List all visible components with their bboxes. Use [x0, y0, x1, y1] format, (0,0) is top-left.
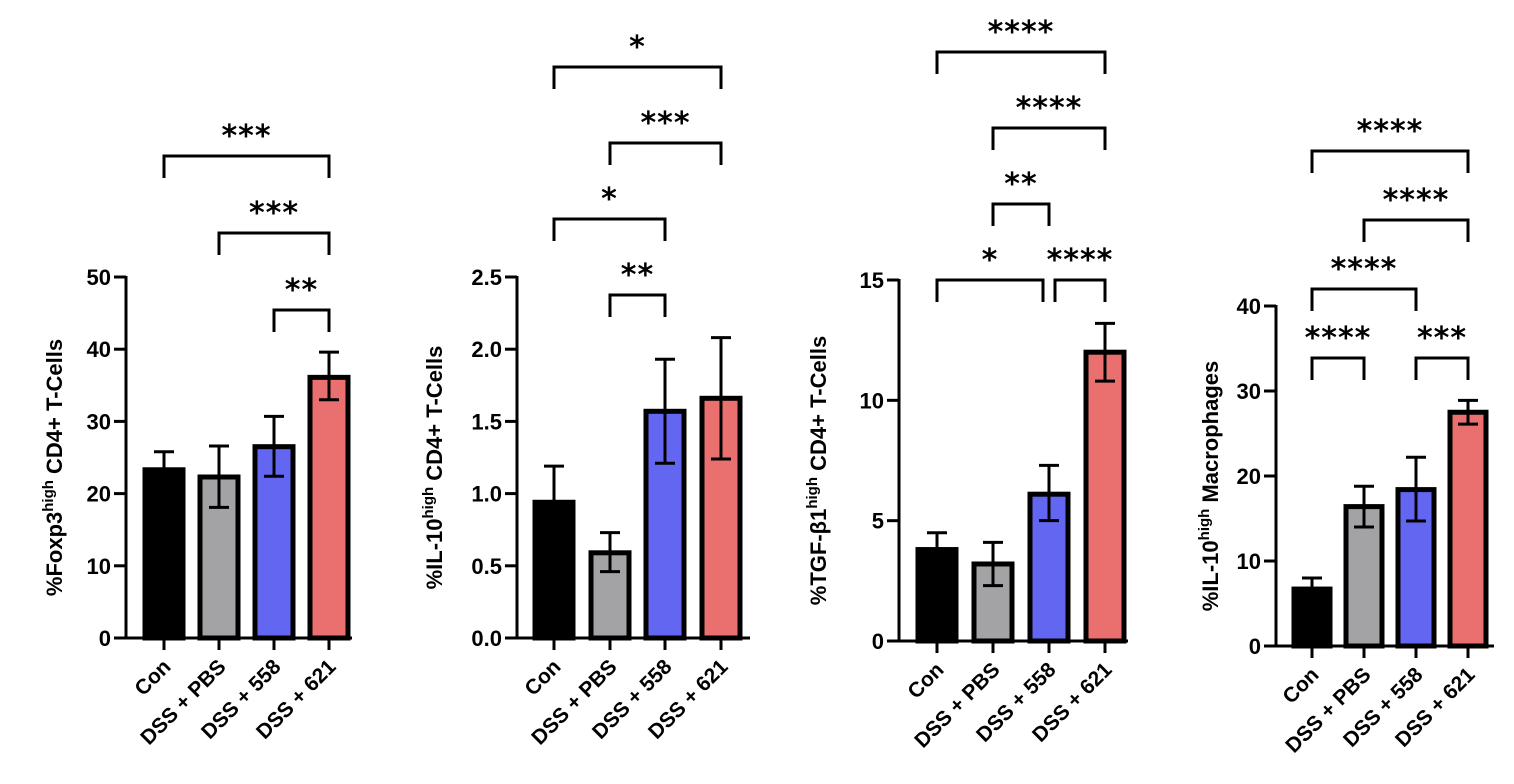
x-tick-label: Con [130, 655, 175, 700]
significance-bracket [217, 231, 331, 255]
significance-bracket [1362, 218, 1470, 242]
bar-dss-621 [1083, 349, 1127, 644]
significance-label: *** [221, 119, 271, 154]
significance-label: ** [621, 258, 654, 293]
y-axis-label: %TGF-β1high CD4+ T-Cells [804, 336, 831, 605]
y-tick-label: 20 [87, 482, 111, 507]
significance-bracket [162, 154, 331, 178]
significance-label: * [601, 182, 618, 217]
y-tick-label: 1.0 [471, 482, 502, 507]
x-tick-label: Con [903, 658, 948, 703]
significance-bracket [1310, 149, 1470, 173]
y-tick-label: 2.5 [471, 265, 502, 290]
y-tick-label: 50 [87, 265, 111, 290]
y-tick-label: 5 [872, 509, 884, 534]
significance-bracket [935, 278, 1045, 302]
bar-dss-621 [307, 374, 351, 641]
significance-label: ** [285, 273, 318, 308]
significance-label: **** [1331, 252, 1398, 287]
y-tick-label: 30 [1237, 379, 1261, 404]
y-tick-label: 10 [87, 554, 111, 579]
significance-bracket [272, 308, 331, 332]
significance-bracket [608, 141, 723, 165]
y-tick-label: 2.0 [471, 337, 502, 362]
x-tick-label: Con [520, 655, 565, 700]
bar-dss-621 [1447, 409, 1489, 649]
significance-label: ** [1004, 167, 1037, 202]
y-tick-label: 1.5 [471, 409, 502, 434]
significance-bracket [1053, 278, 1107, 302]
y-tick-label: 40 [1237, 294, 1261, 319]
bar-con [532, 499, 576, 641]
significance-label: *** [640, 106, 690, 141]
y-tick-label: 15 [860, 268, 884, 293]
bar-con [915, 547, 959, 644]
significance-label: **** [1016, 91, 1083, 126]
significance-bracket [991, 202, 1051, 226]
significance-label: * [629, 30, 646, 65]
significance-label: **** [1305, 321, 1372, 356]
y-tick-label: 0.0 [471, 626, 502, 651]
x-tick-label: Con [1278, 663, 1323, 708]
y-tick-label: 20 [1237, 464, 1261, 489]
significance-bracket [552, 217, 667, 241]
significance-label: **** [1357, 114, 1424, 149]
y-tick-label: 40 [87, 337, 111, 362]
y-tick-label: 0 [99, 626, 111, 651]
y-tick-label: 0 [1249, 634, 1261, 659]
significance-bracket [991, 126, 1107, 150]
y-axis-label: %Foxp3high CD4+ T-Cells [40, 339, 67, 596]
significance-bracket [1414, 356, 1470, 380]
y-tick-label: 10 [1237, 549, 1261, 574]
y-axis-label: %IL-10high Macrophages [1196, 361, 1223, 612]
significance-label: **** [1383, 183, 1450, 218]
significance-bracket [1310, 356, 1366, 380]
significance-label: * [982, 243, 999, 278]
significance-label: **** [988, 15, 1055, 50]
significance-label: *** [1417, 321, 1467, 356]
significance-label: *** [249, 196, 299, 231]
significance-label: **** [1047, 243, 1114, 278]
significance-bracket [608, 293, 667, 317]
significance-bracket [1310, 287, 1418, 311]
bar-con [142, 467, 186, 641]
y-tick-label: 10 [860, 388, 884, 413]
y-axis-label: %IL-10high CD4+ T-Cells [420, 346, 447, 590]
y-tick-label: 0.5 [471, 554, 502, 579]
significance-bracket [935, 50, 1107, 74]
bar-con [1291, 586, 1333, 649]
y-tick-label: 30 [87, 409, 111, 434]
y-tick-label: 0 [872, 629, 884, 654]
significance-bracket [552, 65, 723, 89]
